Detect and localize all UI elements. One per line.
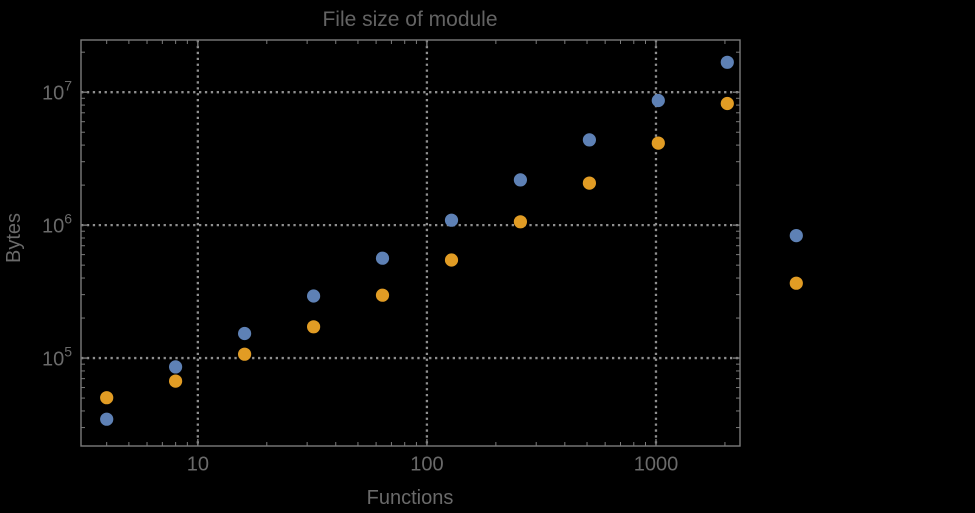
plot-frame — [80, 39, 741, 447]
axis-ticks — [81, 40, 740, 446]
x-tick-label-10: 10 — [187, 454, 209, 476]
data-point-series-1-blue-x1024 — [651, 93, 665, 108]
x-tick-label-100: 100 — [410, 454, 443, 476]
data-point-series-1-blue-x32 — [307, 289, 321, 303]
data-point-series-2-orange-x1024 — [651, 136, 665, 150]
data-point-series-2-orange-x128 — [444, 253, 459, 267]
data-point-series-2-orange-x4096 — [789, 276, 803, 290]
data-point-series-2-orange-x512 — [582, 176, 597, 190]
y-tick-labels: 105 106 107 — [42, 78, 72, 371]
data-point-series-2-orange-x8 — [169, 374, 183, 388]
y-tick-label-1e5: 105 — [42, 344, 72, 371]
data-point-series-1-blue-x256 — [513, 173, 528, 187]
data-point-series-1-blue-x4096 — [789, 229, 803, 243]
frame-rect — [80, 39, 741, 447]
data-point-series-2-orange-x4 — [100, 391, 114, 405]
y-tick-label-1e6: 106 — [42, 211, 72, 238]
data-point-series-1-blue-x64 — [375, 251, 390, 265]
data-point-series-2-orange-x2048 — [720, 96, 734, 111]
data-point-series-1-blue-x16 — [238, 326, 252, 341]
data-point-series-2-orange-x64 — [375, 288, 390, 302]
data-point-series-1-blue-x8 — [169, 360, 183, 374]
data-point-series-2-orange-x16 — [238, 347, 252, 361]
data-points — [100, 55, 803, 426]
x-tick-label-1000: 1000 — [634, 454, 679, 476]
y-tick-label-1e7: 107 — [42, 78, 72, 105]
data-point-series-1-blue-x512 — [582, 133, 597, 147]
data-point-series-1-blue-x4 — [100, 412, 114, 426]
chart-title: File size of module — [322, 8, 497, 31]
x-axis-label: Functions — [367, 487, 454, 509]
data-point-series-1-blue-x2048 — [720, 55, 734, 69]
gridlines — [81, 40, 740, 446]
data-point-series-2-orange-x256 — [513, 215, 528, 229]
x-tick-labels: 10 100 1000 — [187, 454, 679, 476]
data-point-series-2-orange-x32 — [307, 320, 321, 334]
y-axis-label: Bytes — [3, 213, 25, 263]
data-point-series-1-blue-x128 — [444, 213, 459, 227]
